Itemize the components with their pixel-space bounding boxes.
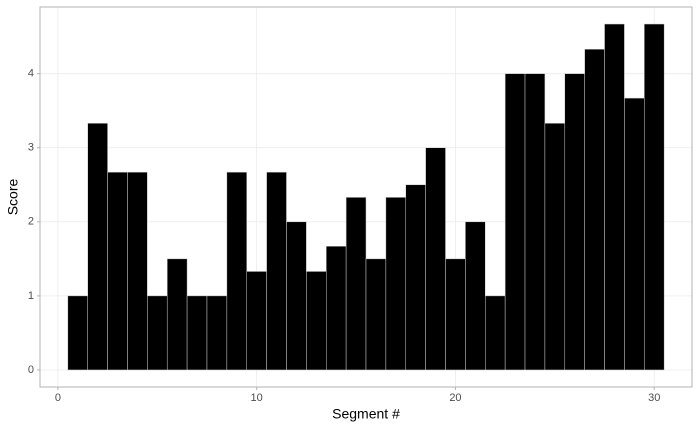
bar [166, 258, 188, 371]
bar [524, 73, 546, 371]
bar [127, 171, 148, 371]
bar [147, 295, 168, 371]
y-tick-label: 1 [28, 290, 34, 302]
bar [345, 197, 367, 371]
bar [186, 295, 208, 371]
bar [504, 73, 526, 371]
panel-border [39, 6, 693, 388]
bar [485, 295, 506, 371]
x-tick-label: 0 [55, 392, 61, 404]
bar [87, 123, 108, 371]
bar [67, 295, 88, 371]
bar [624, 97, 645, 371]
bar [206, 295, 228, 371]
y-tick-label: 3 [28, 142, 34, 154]
y-axis-title: Score [5, 179, 21, 216]
bar [365, 258, 387, 371]
x-tick-label: 20 [449, 392, 461, 404]
bar [584, 48, 605, 371]
bar [564, 73, 585, 371]
bar [465, 221, 486, 371]
bar [306, 271, 327, 371]
bar [107, 171, 128, 371]
y-tick-label: 2 [28, 216, 34, 228]
bar [445, 258, 466, 371]
bar [425, 147, 446, 371]
bar [286, 221, 307, 371]
bar [246, 271, 267, 371]
bar [544, 123, 566, 371]
bar [644, 23, 665, 371]
x-tick-label: 10 [251, 392, 263, 404]
bar [405, 184, 426, 371]
bar [325, 246, 347, 371]
x-tick-label: 30 [648, 392, 660, 404]
bar [604, 23, 625, 371]
y-tick-label: 4 [28, 68, 34, 80]
y-tick-label: 0 [28, 364, 34, 376]
bar [266, 171, 287, 371]
x-axis-title: Segment # [332, 406, 400, 422]
bar [226, 171, 247, 371]
bar [385, 197, 407, 371]
